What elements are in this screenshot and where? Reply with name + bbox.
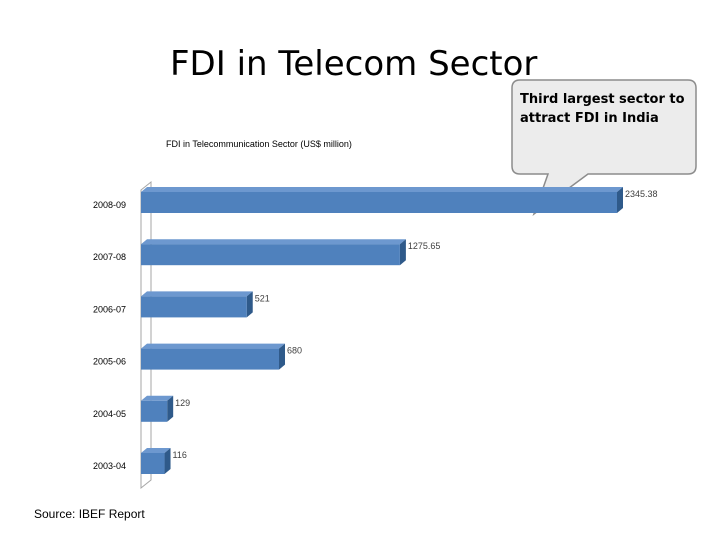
bar-side-2004-05 [167,395,174,422]
bar-top-2003-04 [141,448,171,453]
callout-text: Third largest sector to attract FDI in I… [520,92,685,126]
data-label-2008-09: 2345.38 [625,189,658,199]
bar-top-2005-06 [141,343,286,349]
data-label-2007-08: 1275.65 [408,241,441,251]
bar-side-2003-04 [164,448,171,474]
chart-title: FDI in Telecommunication Sector (US$ mil… [166,139,352,149]
tick-label-2003-04: 2003-04 [93,461,126,471]
bar-side-2006-07 [246,291,253,318]
bar-top-2008-09 [141,187,623,192]
bar-side-2005-06 [279,343,286,370]
chart-axis [140,180,152,490]
bar-top-2006-07 [141,291,253,297]
data-label-2006-07: 521 [255,293,270,303]
bar-2007-08 [141,244,400,266]
slide-title: FDI in Telecom Sector [170,44,538,84]
data-label-2004-05: 129 [175,398,190,408]
bar-2006-07 [141,296,247,318]
bar-2004-05 [141,400,168,422]
tick-label-2006-07: 2006-07 [93,304,126,314]
bar-top-2007-08 [141,239,406,245]
tick-label-2004-05: 2004-05 [93,409,126,419]
bar-2003-04 [141,453,165,474]
tick-label-2005-06: 2005-06 [93,357,126,367]
bar-2008-09 [141,192,617,213]
chart-bars: 2345.38 2008-09 1275.65 2007-08 521 2006-07 68… [93,187,658,474]
tick-label-2008-09: 2008-09 [93,200,126,210]
bar-side-2008-09 [617,187,623,213]
bar-top-2004-05 [141,395,174,401]
source-note: Source: IBEF Report [34,507,145,521]
axis-wall [140,180,152,490]
bar-2005-06 [141,348,280,370]
tick-label-2007-08: 2007-08 [93,252,126,262]
data-label-2005-06: 680 [287,346,302,356]
data-label-2003-04: 116 [173,450,187,460]
bar-side-2007-08 [399,239,406,266]
